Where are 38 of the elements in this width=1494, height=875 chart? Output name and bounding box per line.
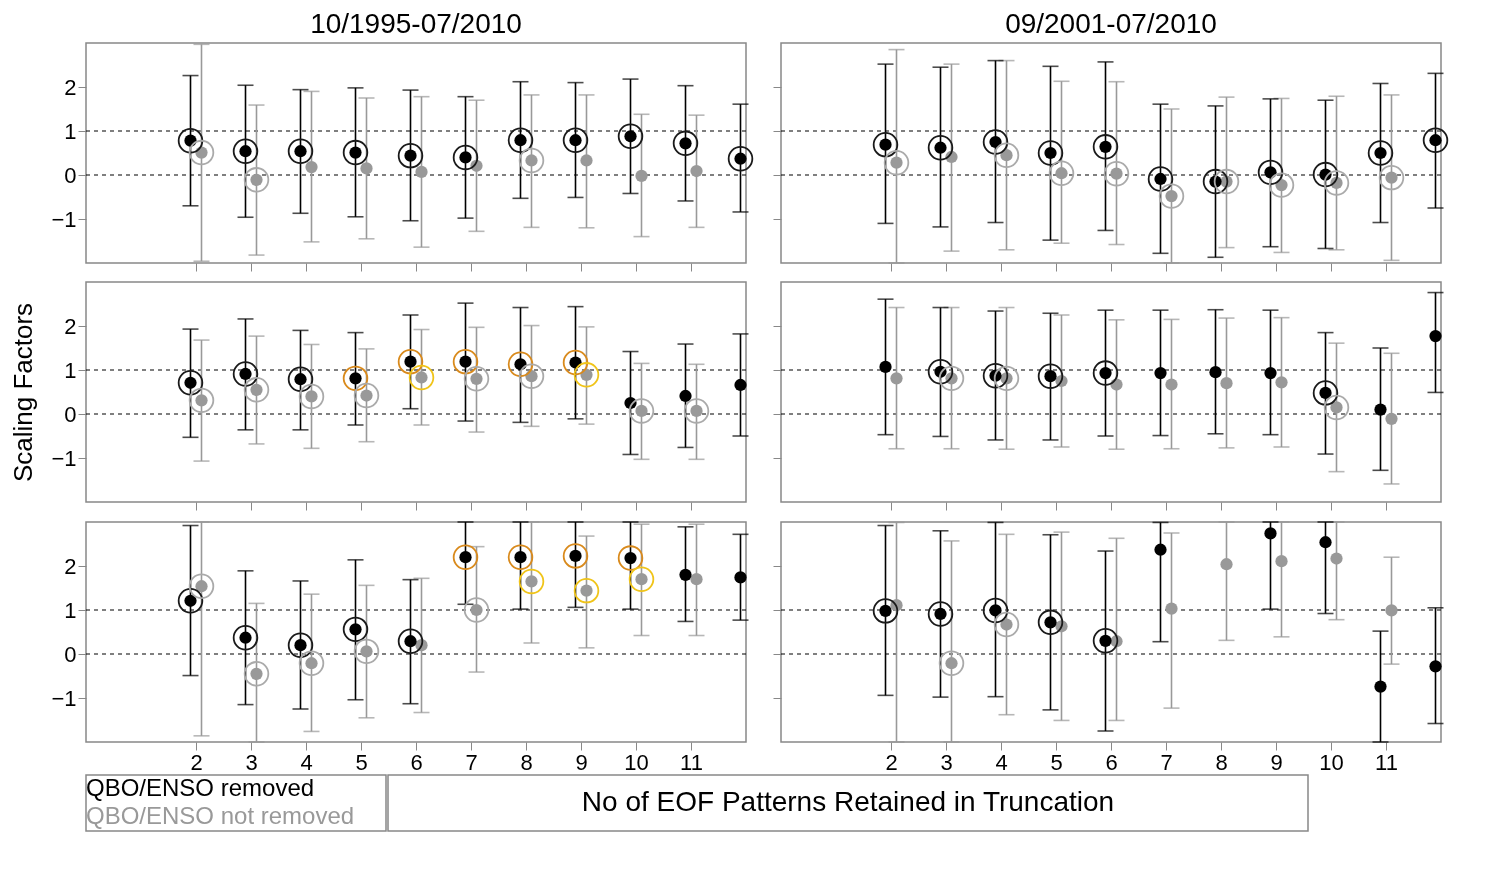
y-tick-label: −1	[51, 685, 77, 711]
x-tick-label: 8	[520, 749, 533, 775]
x-tick-label: 6	[1105, 749, 1118, 775]
x-tick-label: 7	[1160, 749, 1173, 775]
x-tick-label: 4	[300, 749, 313, 775]
x-tick-label: 3	[940, 749, 953, 775]
x-tick-label: 2	[885, 749, 898, 775]
y-tick-label: 1	[64, 357, 77, 383]
y-tick-label: −1	[51, 206, 77, 232]
y-tick-label: 1	[64, 597, 77, 623]
x-tick-label: 5	[355, 749, 368, 775]
y-tick-label: −1	[51, 445, 77, 471]
text: QBO/ENSO not removed	[86, 802, 355, 829]
x-tick-label: 3	[245, 749, 258, 775]
x-tick-label: 11	[680, 749, 703, 775]
x-tick-label: 9	[1270, 749, 1283, 775]
y-tick-label: 2	[64, 313, 77, 339]
x-tick-label: 2	[190, 749, 203, 775]
y-tick-label: 0	[64, 162, 77, 188]
y-tick-label: 2	[64, 74, 77, 100]
x-tick-label: 6	[410, 749, 423, 775]
y-tick-label: 2	[64, 553, 77, 579]
y-tick-label: 0	[64, 641, 77, 667]
y-tick-label: 1	[64, 118, 77, 144]
x-tick-label: 10	[624, 749, 649, 775]
x-tick-label: 11	[1375, 749, 1398, 775]
x-tick-label: 7	[465, 749, 478, 775]
text: QBO/ENSO removed	[86, 774, 315, 801]
chart-title: 09/2001-07/2010	[1005, 8, 1217, 39]
x-axis-title: No of EOF Patterns Retained in Truncation	[581, 786, 1115, 817]
y-axis-title: Scaling Factors	[8, 302, 39, 483]
chart-title: 10/1995-07/2010	[310, 8, 522, 39]
y-tick-label: 0	[64, 401, 77, 427]
x-tick-label: 10	[1319, 749, 1344, 775]
x-tick-label: 4	[995, 749, 1008, 775]
x-tick-label: 9	[575, 749, 588, 775]
x-tick-label: 5	[1050, 749, 1063, 775]
x-tick-label: 8	[1215, 749, 1228, 775]
